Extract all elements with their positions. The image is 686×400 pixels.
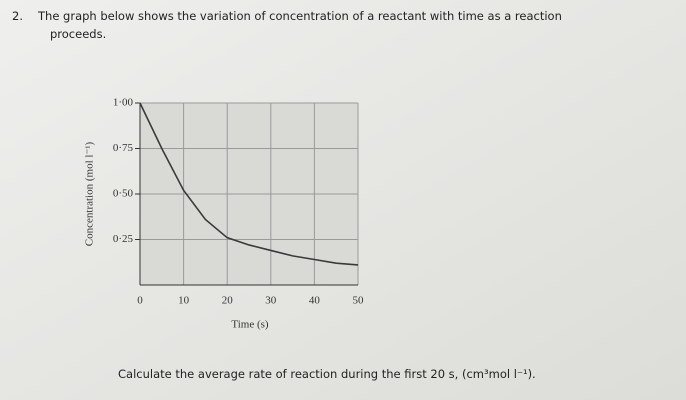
x-tick-label: 10 [178,295,190,307]
question-text: The graph below shows the variation of c… [37,9,562,23]
question-number: 2. [12,9,23,23]
x-axis-label: Time (s) [231,319,269,331]
x-tick-label: 30 [265,295,277,307]
y-tick-label: 1·00 [113,97,134,109]
prompt: Calculate the average rate of reaction d… [118,367,536,381]
x-tick-label: 0 [137,295,143,307]
data-line [139,102,359,266]
y-tick-label: 0·50 [113,188,134,200]
question-text: proceeds. [50,27,106,41]
x-tick-label: 50 [353,295,365,307]
x-tick-label: 20 [222,295,234,307]
y-tick-label: 0·75 [113,142,134,154]
y-axis-label: Concentration (mol l⁻¹) [84,141,96,246]
x-tick-label: 40 [309,295,321,307]
y-tick-label: 0·25 [113,233,134,245]
